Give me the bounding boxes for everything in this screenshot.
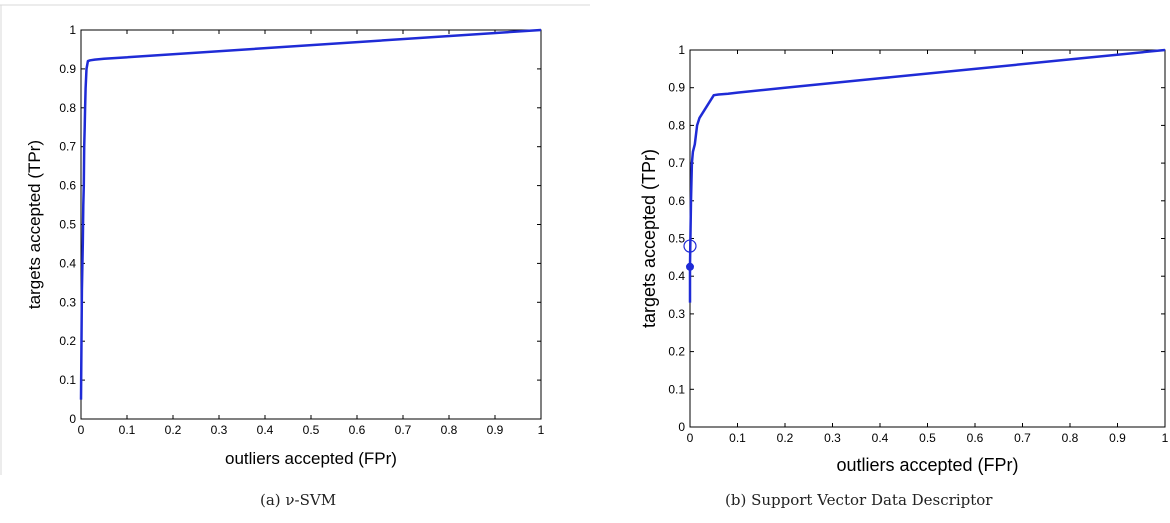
y-tick-label: 0.4 bbox=[59, 256, 76, 270]
x-tick-label: 0.3 bbox=[824, 431, 841, 445]
y-tick-label: 0.4 bbox=[668, 269, 685, 283]
x-tick-label: 1 bbox=[538, 423, 545, 437]
x-axis-label: outliers accepted (FPr) bbox=[836, 455, 1018, 475]
y-tick-label: 0.2 bbox=[59, 334, 76, 348]
x-tick-label: 0.8 bbox=[1062, 431, 1079, 445]
plot-frame bbox=[689, 49, 1166, 428]
x-axis-label: outliers accepted (FPr) bbox=[225, 449, 397, 468]
roc-curve-line bbox=[688, 48, 1166, 303]
x-tick-label: 0.8 bbox=[441, 423, 458, 437]
y-tick-label: 0.1 bbox=[668, 382, 685, 396]
x-tick-label: 1 bbox=[1162, 431, 1169, 445]
plot-frame bbox=[80, 29, 542, 420]
x-tick-label: 0.2 bbox=[777, 431, 794, 445]
y-tick-label: 0.5 bbox=[668, 232, 685, 246]
caption-a: (a) ν-SVM bbox=[260, 491, 336, 509]
y-tick-label: 0.7 bbox=[59, 140, 76, 154]
y-tick-label: 0.5 bbox=[59, 218, 76, 232]
x-tick-label: 0.2 bbox=[165, 423, 182, 437]
y-tick-label: 0 bbox=[678, 420, 685, 434]
x-tick-label: 0.7 bbox=[1014, 431, 1031, 445]
y-tick-label: 0.7 bbox=[668, 156, 685, 170]
x-tick-label: 0.6 bbox=[349, 423, 366, 437]
x-tick-label: 0.7 bbox=[395, 423, 412, 437]
x-tick-label: 0.3 bbox=[211, 423, 228, 437]
y-tick-label: 0.6 bbox=[668, 194, 685, 208]
x-tick-label: 0.1 bbox=[119, 423, 136, 437]
chart-b: 0 0.1 0.2 0.3 0.4 0.5 0.6 0.7 0.8 0.9 1 0 0.1 0.2 0.3 0… bbox=[639, 43, 1169, 475]
y-tick-label: 0.8 bbox=[668, 118, 685, 132]
x-tick-label: 0.5 bbox=[303, 423, 320, 437]
y-tick-label: 0.8 bbox=[59, 101, 76, 115]
x-tick-label: 0.4 bbox=[257, 423, 274, 437]
caption-b: (b) Support Vector Data Descriptor bbox=[725, 491, 993, 509]
x-tick-label: 0.1 bbox=[729, 431, 746, 445]
x-tick-label: 0.9 bbox=[487, 423, 504, 437]
operating-point-marker-filled bbox=[686, 262, 694, 271]
y-tick-label: 1 bbox=[69, 23, 76, 37]
x-tick-label: 0 bbox=[687, 431, 694, 445]
x-tick-label: 0.6 bbox=[967, 431, 984, 445]
y-tick-label: 0.2 bbox=[668, 345, 685, 359]
y-tick-label: 0.3 bbox=[668, 307, 685, 321]
x-tick-label: 0.5 bbox=[919, 431, 936, 445]
y-axis-label: targets accepted (TPr) bbox=[25, 140, 44, 309]
y-tick-label: 0 bbox=[69, 412, 76, 426]
y-tick-label: 1 bbox=[678, 43, 685, 57]
y-tick-label: 0.9 bbox=[668, 81, 685, 95]
y-axis-label: targets accepted (TPr) bbox=[639, 149, 659, 328]
y-tick-label: 0.3 bbox=[59, 295, 76, 309]
y-tick-label: 0.6 bbox=[59, 179, 76, 193]
y-tick-label: 0.1 bbox=[59, 373, 76, 387]
x-tick-label: 0.4 bbox=[872, 431, 889, 445]
x-tick-label: 0.9 bbox=[1109, 431, 1126, 445]
y-tick-label: 0.9 bbox=[59, 62, 76, 76]
chart-a: 0 0.1 0.2 0.3 0.4 0.5 0.6 0.7 0.8 0.9 1 0 0.1 0.2 0.3 0… bbox=[25, 23, 545, 468]
x-tick-label: 0 bbox=[78, 423, 85, 437]
roc-curve-line bbox=[79, 28, 542, 400]
operating-point-marker-open bbox=[683, 239, 697, 253]
